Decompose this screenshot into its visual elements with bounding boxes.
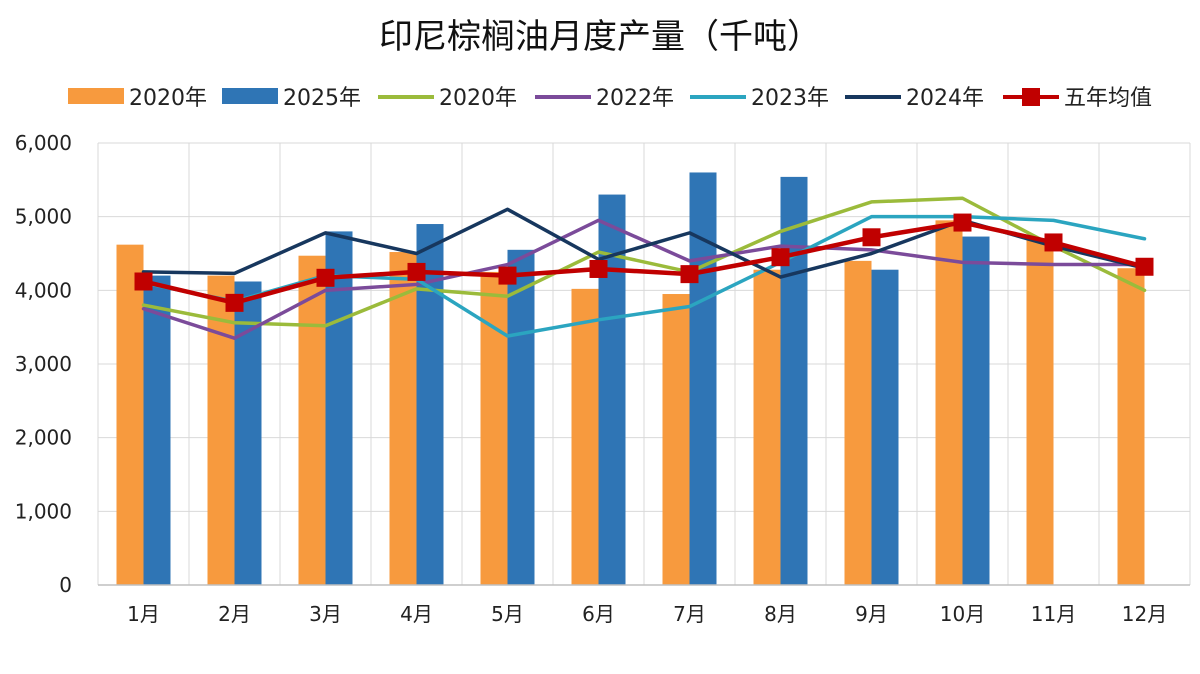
legend-swatch-bar xyxy=(68,88,124,104)
line-layer xyxy=(134,196,1154,340)
legend-swatch-marker xyxy=(1022,88,1040,106)
y-tick-label: 5,000 xyxy=(15,205,72,229)
bar-series-a-9 xyxy=(844,260,872,585)
y-tick-label: 1,000 xyxy=(15,499,72,523)
bar-series-a-7 xyxy=(662,294,690,585)
line-series-1 xyxy=(141,196,1147,328)
legend-label: 2020年 xyxy=(439,86,517,111)
bar-series-a-1 xyxy=(116,244,144,585)
grid-layer xyxy=(97,142,1191,586)
bar-series-a-2 xyxy=(207,275,235,585)
x-tick-label: 3月 xyxy=(309,602,342,626)
bar-series-a-6 xyxy=(571,288,599,585)
x-tick-label: 1月 xyxy=(127,602,160,626)
average-marker-9 xyxy=(862,228,881,247)
x-tick-label: 12月 xyxy=(1122,602,1167,626)
average-marker-1 xyxy=(134,272,153,291)
x-tick-label: 4月 xyxy=(400,602,433,626)
bar-series-a-4 xyxy=(389,252,417,585)
x-tick-label: 2月 xyxy=(218,602,251,626)
line-series-5 xyxy=(141,220,1147,306)
y-tick-label: 4,000 xyxy=(15,278,72,302)
bar-series-b-1 xyxy=(143,275,171,585)
bar-series-a-5 xyxy=(480,271,508,585)
average-marker-10 xyxy=(953,213,972,232)
bar-series-a-3 xyxy=(298,255,326,585)
bar-series-b-8 xyxy=(780,176,808,586)
bar-series-a-8 xyxy=(753,269,781,585)
legend-label: 2020年 xyxy=(129,86,207,111)
bar-series-a-11 xyxy=(1026,238,1054,585)
y-tick-label: 0 xyxy=(59,573,72,597)
average-marker-11 xyxy=(1044,233,1063,252)
x-tick-label: 5月 xyxy=(491,602,524,626)
average-marker-5 xyxy=(498,266,517,285)
legend-label: 2025年 xyxy=(283,86,361,111)
legend: 2020年 2025年 2020年 2022年 2023年 2024年 五年均值 xyxy=(68,86,1152,111)
y-tick-label: 6,000 xyxy=(15,131,72,155)
average-marker-4 xyxy=(407,262,426,281)
x-tick-label: 7月 xyxy=(673,602,706,626)
line-series-2 xyxy=(141,218,1147,340)
axis-layer: 0 1,000 2,000 3,000 4,000 5,000 6,000 1月 2月 3月 4月 5… xyxy=(15,131,1190,626)
average-marker-2 xyxy=(225,293,244,312)
average-marker-12 xyxy=(1135,257,1154,276)
average-marker-6 xyxy=(589,259,608,278)
bar-series-a-10 xyxy=(935,220,963,585)
x-tick-label: 11月 xyxy=(1031,602,1076,626)
legend-label: 五年均值 xyxy=(1064,86,1152,111)
x-tick-label: 10月 xyxy=(940,602,985,626)
average-marker-8 xyxy=(771,248,790,267)
bar-series-b-9 xyxy=(871,269,899,585)
legend-label: 2023年 xyxy=(751,86,829,111)
x-tick-label: 9月 xyxy=(855,602,888,626)
chart-title: 印尼棕榈油月度产量（千吨） xyxy=(379,17,821,57)
y-tick-label: 2,000 xyxy=(15,426,72,450)
bar-series-a-12 xyxy=(1117,268,1145,585)
legend-label: 2022年 xyxy=(596,86,674,111)
bar-series-b-10 xyxy=(962,236,990,585)
legend-swatch-bar xyxy=(222,88,278,104)
bar-series-b-5 xyxy=(507,249,535,586)
average-marker-3 xyxy=(316,268,335,287)
x-tick-label: 6月 xyxy=(582,602,615,626)
x-tick-label: 8月 xyxy=(764,602,797,626)
legend-label: 2024年 xyxy=(906,86,984,111)
y-tick-label: 3,000 xyxy=(15,352,72,376)
average-marker-7 xyxy=(680,265,699,284)
